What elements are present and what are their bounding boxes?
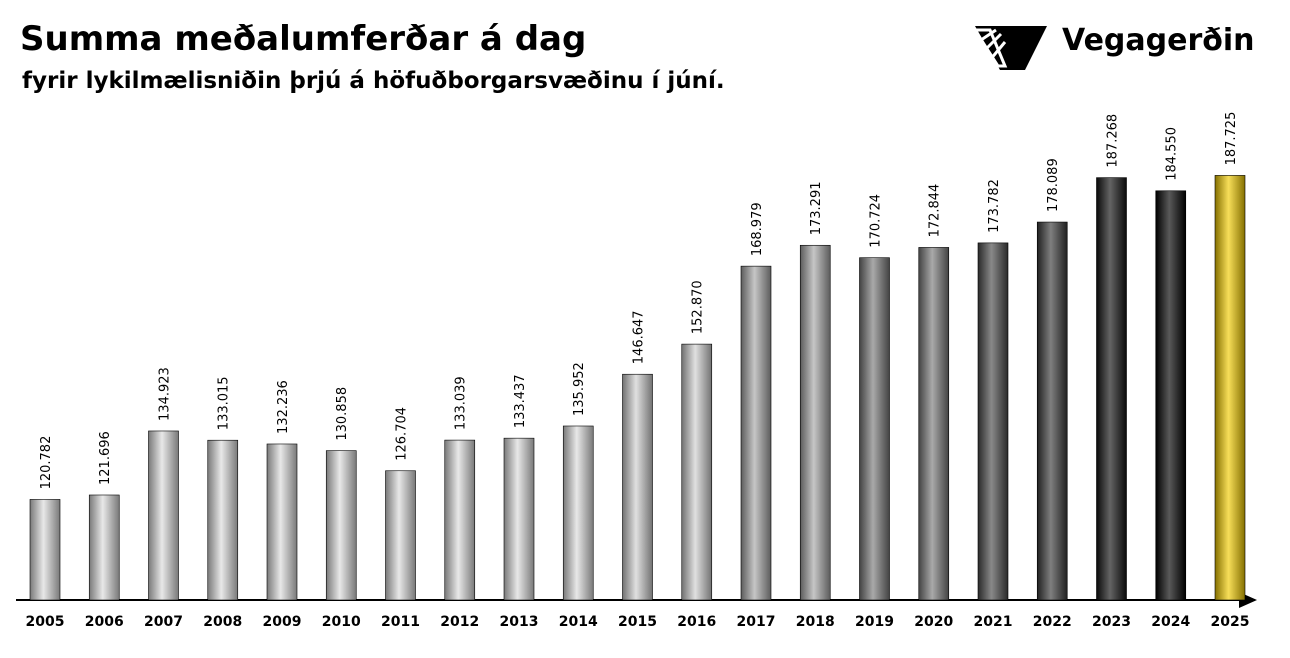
bar — [799, 244, 831, 601]
value-label: 130.858 — [335, 387, 350, 441]
bar — [207, 439, 239, 601]
value-label: 126.704 — [395, 407, 410, 461]
x-tick-label: 2009 — [263, 614, 302, 630]
brand-name: Vegagerðin — [1062, 23, 1255, 58]
x-tick-label: 2023 — [1092, 614, 1131, 630]
x-tick-label: 2022 — [1033, 614, 1072, 630]
value-label: 170.724 — [869, 194, 884, 248]
value-label: 133.039 — [454, 376, 469, 430]
x-tick-label: 2008 — [203, 614, 242, 630]
bar — [1155, 190, 1187, 601]
bar — [1096, 177, 1127, 601]
bar — [325, 450, 357, 601]
value-label: 146.647 — [632, 310, 647, 364]
x-tick-label: 2025 — [1211, 614, 1250, 630]
x-tick-label: 2006 — [85, 614, 124, 630]
x-tick-label: 2014 — [559, 614, 598, 630]
value-label: 168.979 — [750, 202, 765, 256]
value-label: 184.550 — [1165, 127, 1180, 181]
bar — [88, 494, 120, 601]
value-label: 152.870 — [691, 280, 706, 334]
bar — [859, 257, 890, 601]
value-label: 134.923 — [158, 367, 173, 421]
x-tick-label: 2017 — [737, 614, 776, 630]
value-label: 120.782 — [39, 436, 54, 490]
value-label: 135.952 — [572, 362, 587, 416]
bar — [148, 430, 179, 601]
x-tick-label: 2007 — [144, 614, 183, 630]
value-label: 187.725 — [1224, 112, 1239, 166]
x-tick-label: 2011 — [381, 614, 420, 630]
chart-title: Summa meðalumferðar á dag — [20, 19, 586, 59]
value-label: 133.015 — [217, 376, 232, 430]
bar — [503, 437, 535, 601]
x-tick-label: 2010 — [322, 614, 361, 630]
x-tick-label: 2019 — [855, 614, 894, 630]
bar — [681, 343, 713, 601]
value-label: 173.291 — [809, 182, 824, 236]
x-tick-label: 2020 — [914, 614, 953, 630]
bar — [444, 439, 476, 601]
bar — [385, 470, 416, 601]
chart-subtitle: fyrir lykilmælisniðin þrjú á höfuðborgar… — [22, 68, 725, 94]
value-label: 178.089 — [1046, 158, 1061, 212]
x-tick-label: 2005 — [26, 614, 65, 630]
x-tick-label: 2021 — [974, 614, 1013, 630]
value-label: 172.844 — [928, 184, 943, 238]
x-tick-label: 2013 — [500, 614, 539, 630]
bar — [1214, 175, 1246, 601]
bar — [622, 373, 653, 601]
value-label: 173.782 — [987, 179, 1002, 233]
bar — [918, 247, 950, 601]
x-tick-label: 2018 — [796, 614, 835, 630]
x-tick-label: 2024 — [1151, 614, 1190, 630]
x-tick-label: 2016 — [677, 614, 716, 630]
value-label: 132.236 — [276, 380, 291, 434]
bar — [1036, 221, 1068, 601]
value-label: 133.437 — [513, 374, 528, 428]
bar — [29, 499, 61, 601]
logo-icon — [972, 26, 1047, 70]
x-tick-label: 2012 — [440, 614, 479, 630]
bar — [740, 265, 772, 601]
value-label: 187.268 — [1106, 114, 1121, 168]
bar — [562, 425, 594, 601]
bar — [266, 443, 298, 601]
bar — [977, 242, 1009, 601]
x-tick-label: 2015 — [618, 614, 657, 630]
value-label: 121.696 — [98, 431, 113, 485]
